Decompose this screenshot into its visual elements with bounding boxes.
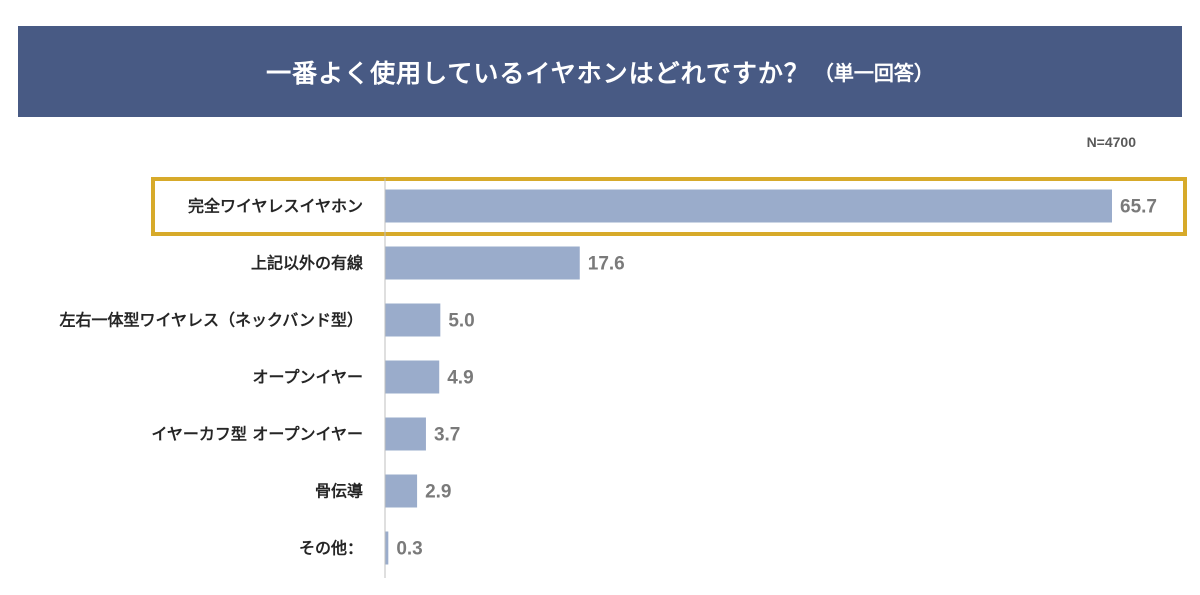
value-label: 3.7 [434, 425, 460, 446]
category-label: イヤーカフ型 オープンイヤー [151, 425, 363, 444]
category-label: その他： [299, 539, 363, 558]
chart-title-note: （単一回答） [813, 61, 934, 85]
bar [385, 303, 441, 337]
value-label: 17.6 [588, 254, 625, 275]
category-label: オープンイヤー [252, 368, 363, 387]
bar [385, 474, 418, 508]
value-label: 65.7 [1120, 197, 1157, 218]
value-label: 2.9 [425, 482, 451, 503]
category-label: 骨伝導 [315, 482, 363, 501]
value-label: 0.3 [396, 539, 422, 560]
bar [385, 360, 440, 394]
highlight-frame [151, 177, 1187, 236]
value-label: 5.0 [448, 311, 474, 332]
bar [385, 246, 580, 280]
bar [385, 189, 1112, 223]
chart-title-bar: 一番よく使用しているイヤホンはどれですか？ （単一回答） [18, 26, 1182, 117]
sample-size-label: N=4700 [1086, 134, 1136, 150]
category-label: 左右一体型ワイヤレス（ネックバンド型） [58, 311, 363, 330]
chart-title: 一番よく使用しているイヤホンはどれですか？ [266, 58, 810, 88]
category-label: 完全ワイヤレスイヤホン [188, 197, 363, 216]
value-label: 4.9 [447, 368, 473, 389]
bar [385, 417, 426, 451]
bar [385, 531, 389, 565]
category-label: 上記以外の有線 [251, 254, 363, 273]
